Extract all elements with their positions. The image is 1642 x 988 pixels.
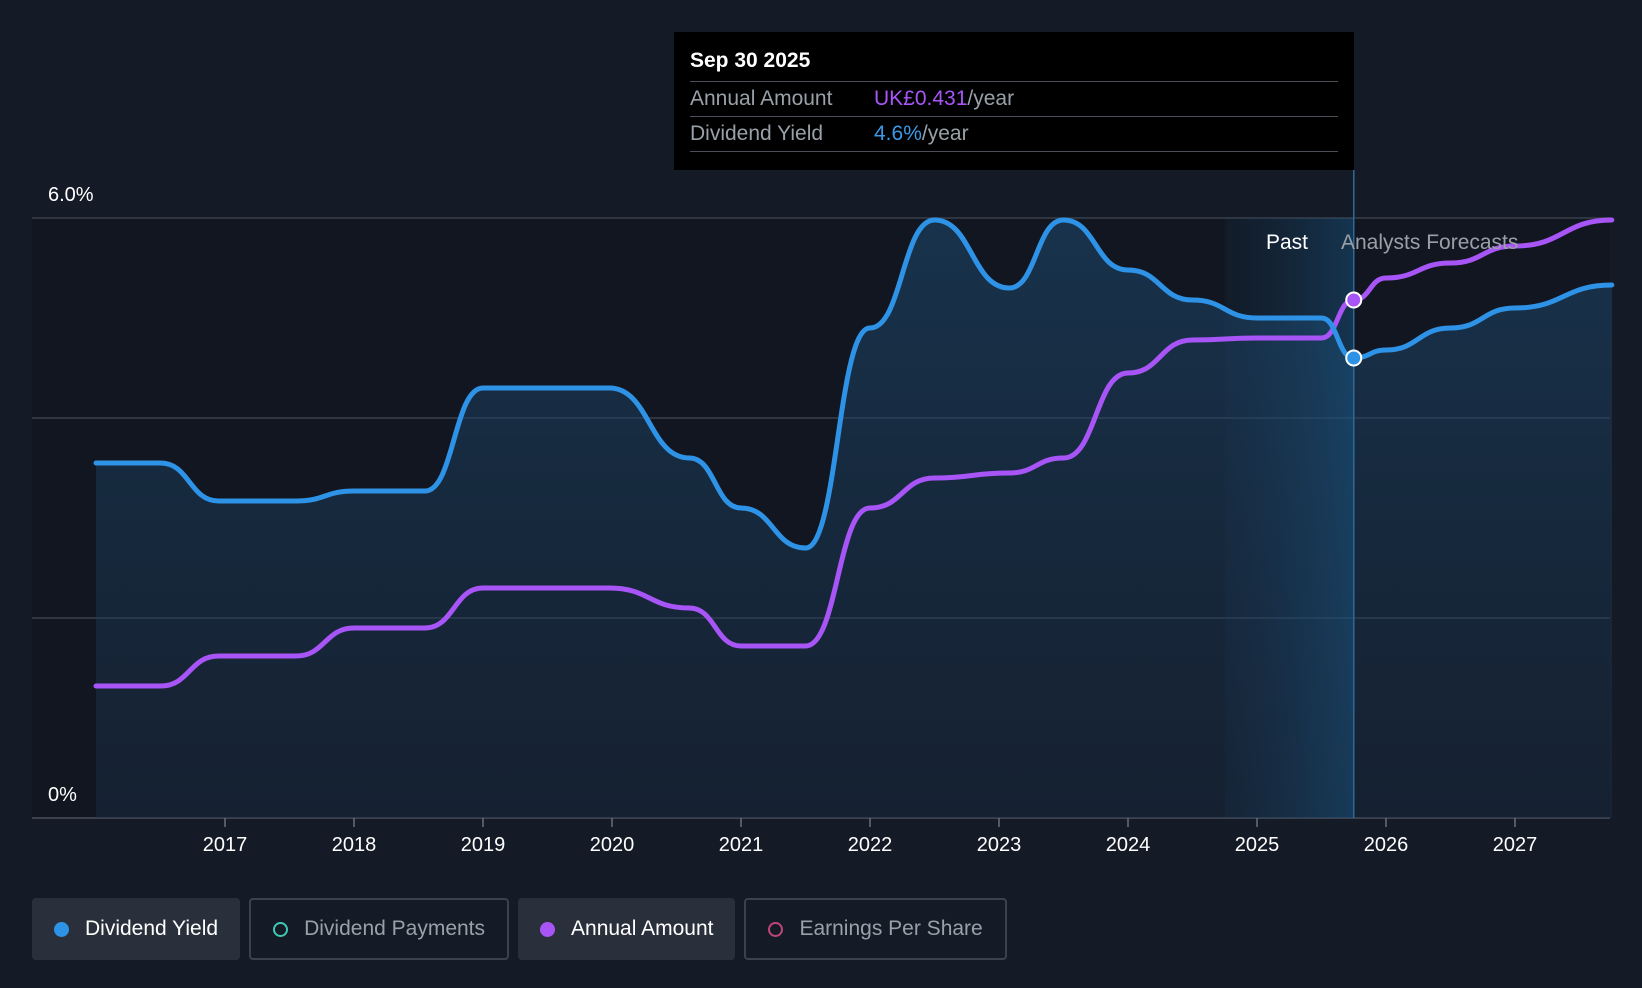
dividend-yield-dot-icon — [54, 921, 69, 937]
legend-dividend-payments[interactable]: Dividend Payments — [249, 898, 510, 960]
annual-amount-marker[interactable] — [1345, 291, 1363, 309]
tooltip-unit: /year — [921, 122, 969, 145]
x-tick-label: 2021 — [719, 834, 764, 856]
tooltip-unit: /year — [967, 87, 1015, 110]
tooltip-row-annual-amount: Annual Amount UK£0.431 /year — [690, 81, 1338, 116]
legend-dividend-yield[interactable]: Dividend Yield — [32, 898, 241, 960]
tooltip-label: Annual Amount — [690, 87, 833, 110]
x-tick-label: 2022 — [848, 834, 893, 856]
y-label-top: 6.0% — [48, 184, 94, 206]
dividend-yield-marker[interactable] — [1345, 349, 1363, 367]
x-tick-label: 2017 — [203, 834, 248, 856]
x-tick-label: 2024 — [1106, 834, 1151, 856]
tooltip-date: Sep 30 2025 — [690, 49, 811, 72]
annual-amount-dot-icon — [540, 921, 556, 937]
tooltip-value: UK£0.431 — [874, 87, 968, 110]
x-tick-label: 2026 — [1364, 834, 1409, 856]
x-tick-label: 2019 — [461, 834, 506, 856]
tooltip-value: 4.6% — [874, 122, 922, 145]
legend-label: Dividend Payments — [304, 917, 486, 940]
x-tick-label: 2020 — [590, 834, 635, 856]
tooltip-row-dividend-yield: Dividend Yield 4.6% /year — [690, 116, 1338, 152]
chart-tooltip: Sep 30 2025 Annual Amount UK£0.431 /year… — [674, 32, 1354, 170]
dividend-payments-ring-icon — [273, 921, 289, 937]
earnings-per-share-ring-icon — [768, 921, 784, 937]
legend-label: Earnings Per Share — [799, 917, 983, 940]
forecast-label: Analysts Forecasts — [1341, 231, 1518, 254]
x-tick-label: 2018 — [332, 834, 377, 856]
past-label: Past — [1266, 231, 1308, 254]
x-tick-label: 2025 — [1235, 834, 1280, 856]
past-band — [1224, 218, 1354, 818]
legend-earnings-per-share[interactable]: Earnings Per Share — [744, 898, 1007, 960]
legend-label: Dividend Yield — [85, 917, 219, 940]
tooltip-label: Dividend Yield — [690, 122, 824, 145]
chart-legend: Dividend Yield Dividend Payments Annual … — [32, 898, 1007, 960]
x-tick-label: 2023 — [977, 834, 1022, 856]
legend-label: Annual Amount — [571, 917, 714, 940]
y-label-bottom: 0% — [48, 784, 77, 806]
x-tick-label: 2027 — [1493, 834, 1538, 856]
chart-canvas: 6.0% 0% Past Analysts Forecasts 2017 2018… — [32, 170, 1615, 856]
legend-annual-amount[interactable]: Annual Amount — [518, 898, 736, 960]
